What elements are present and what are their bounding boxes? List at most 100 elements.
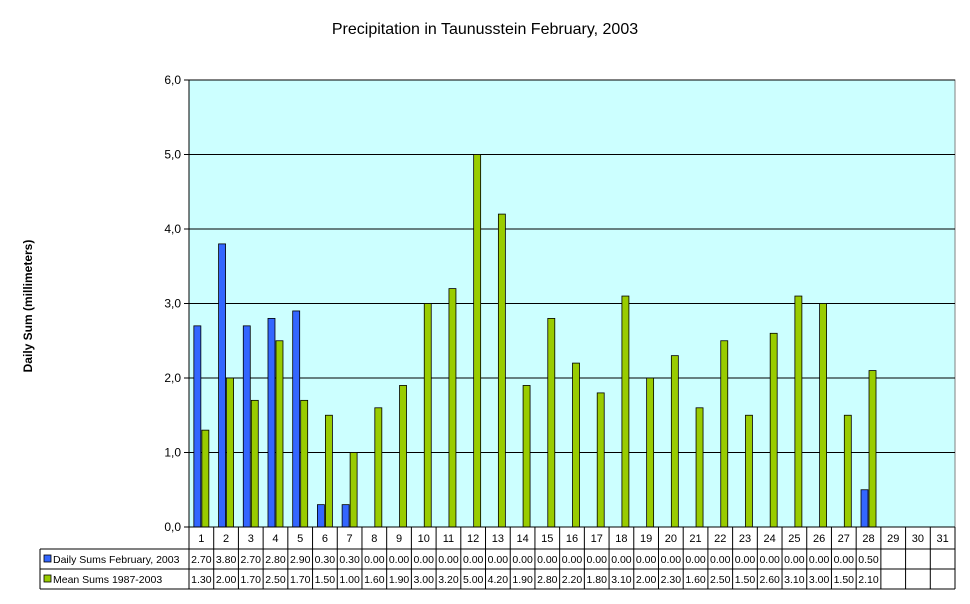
x-tick-label: 29 [887, 533, 899, 545]
data-table-cell: 0.00 [364, 554, 385, 566]
x-tick-label: 12 [467, 533, 479, 545]
data-table-cell: 2.80 [537, 574, 558, 586]
legend-swatch [43, 574, 52, 583]
data-table-cell: 1.60 [685, 574, 706, 586]
data-table-cell: 3.80 [216, 554, 237, 566]
x-tick-label: 31 [937, 533, 949, 545]
bar-mean-3 [250, 399, 259, 528]
data-table-cell: 0.00 [661, 554, 682, 566]
data-table-cell: 1.50 [834, 574, 855, 586]
bar-mean-23 [745, 414, 753, 528]
x-tick-label: 22 [714, 533, 726, 545]
bar-mean-10 [423, 303, 432, 528]
data-table-cell: 2.70 [191, 554, 212, 566]
bar-mean-2 [226, 377, 234, 528]
x-tick-label: 13 [492, 533, 504, 545]
bar-mean-15 [547, 317, 556, 528]
data-table-cell: 0.00 [562, 554, 583, 566]
bar-mean-14 [522, 385, 531, 528]
data-table-cell: 0.00 [537, 554, 558, 566]
bar-mean-26 [819, 303, 827, 528]
y-tick-label: 1,0 [164, 446, 181, 460]
x-tick-label: 9 [396, 533, 402, 545]
x-tick-label: 8 [371, 533, 377, 545]
bar-mean-11 [448, 288, 457, 528]
data-table-cell: 1.60 [364, 574, 385, 586]
data-table-cell: 1.80 [586, 574, 607, 586]
data-table-cell: 0.00 [710, 554, 731, 566]
data-table-cell: 0.00 [759, 554, 780, 566]
data-table-cell: 1.70 [290, 574, 311, 586]
data-table: 1 2 3 4 5 6 7 8 9 10 11 12 13 14 15 16 17 18 19 20 21 22 23 24 2… [39, 526, 956, 590]
data-table-cell: 2.50 [265, 574, 286, 586]
data-table-cell: 3.10 [611, 574, 632, 586]
x-tick-label: 25 [788, 533, 800, 545]
x-tick-label: 21 [689, 533, 701, 545]
x-tick-label: 18 [615, 533, 627, 545]
data-table-cell: 0.00 [834, 554, 855, 566]
data-table-cell: 0.00 [438, 554, 459, 566]
bar-mean-16 [572, 362, 580, 528]
x-tick-label: 10 [418, 533, 430, 545]
data-table-cell: 2.00 [216, 574, 237, 586]
data-table-cell: 0.00 [636, 554, 657, 566]
x-tick-label: 11 [443, 533, 454, 545]
data-table-cell: 2.70 [241, 554, 262, 566]
data-table-cell: 2.30 [661, 574, 682, 586]
bar-mean-12 [473, 154, 482, 528]
bar-mean-18 [621, 295, 630, 528]
bar-mean-5 [300, 399, 309, 528]
data-table-cell: 5.00 [463, 574, 484, 586]
data-table-cell: 0.00 [488, 554, 509, 566]
x-tick-label: 6 [322, 533, 328, 545]
bar-mean-4 [275, 340, 284, 528]
data-table-cell: 0.00 [586, 554, 607, 566]
data-table-cell: 0.00 [512, 554, 533, 566]
data-table-cell: 0.00 [611, 554, 632, 566]
bar-mean-17 [596, 392, 605, 528]
data-table-cell: 0.00 [389, 554, 410, 566]
legend-swatch [43, 554, 52, 563]
bar-mean-8 [374, 407, 383, 528]
data-table-cell: 0.00 [685, 554, 706, 566]
bar-daily-5 [292, 310, 301, 528]
legend-label: Mean Sums 1987-2003 [53, 574, 162, 586]
bar-daily-2 [218, 243, 226, 528]
data-table-cell: 0.30 [339, 554, 360, 566]
data-table-cell: 1.90 [512, 574, 533, 586]
bar-mean-13 [497, 213, 506, 528]
x-tick-label: 15 [541, 533, 553, 545]
x-tick-label: 5 [297, 533, 303, 545]
data-table-cell: 4.20 [488, 574, 509, 586]
bar-daily-7 [341, 504, 350, 528]
data-table-cell: 0.50 [858, 554, 879, 566]
y-tick-label: 5,0 [164, 148, 181, 162]
legend-label: Daily Sums February, 2003 [53, 554, 180, 566]
bar-mean-27 [843, 414, 852, 528]
bar-mean-9 [399, 385, 407, 528]
data-table-cell: 3.00 [809, 574, 830, 586]
y-tick-label: 2,0 [164, 371, 181, 385]
x-tick-label: 23 [739, 533, 751, 545]
x-tick-label: 27 [838, 533, 850, 545]
data-table-cell: 3.00 [414, 574, 435, 586]
data-table-cell: 0.00 [809, 554, 830, 566]
x-tick-label: 17 [591, 533, 603, 545]
data-table-cell: 3.20 [438, 574, 459, 586]
data-table-cell: 2.80 [265, 554, 286, 566]
data-table-cell: 0.30 [315, 554, 336, 566]
x-tick-label: 20 [665, 533, 677, 545]
data-table-cell: 2.50 [710, 574, 731, 586]
bar-mean-1 [201, 429, 210, 528]
data-table-cell: 0.00 [735, 554, 756, 566]
data-table-cell: 1.50 [315, 574, 336, 586]
bar-daily-4 [267, 317, 276, 528]
data-table-cell: 2.60 [759, 574, 780, 586]
bar-mean-28 [868, 370, 877, 528]
x-tick-label: 26 [813, 533, 825, 545]
x-tick-label: 30 [912, 533, 924, 545]
bar-mean-20 [670, 355, 679, 528]
data-table-cell: 1.90 [389, 574, 410, 586]
data-table-cell: 2.10 [858, 574, 879, 586]
